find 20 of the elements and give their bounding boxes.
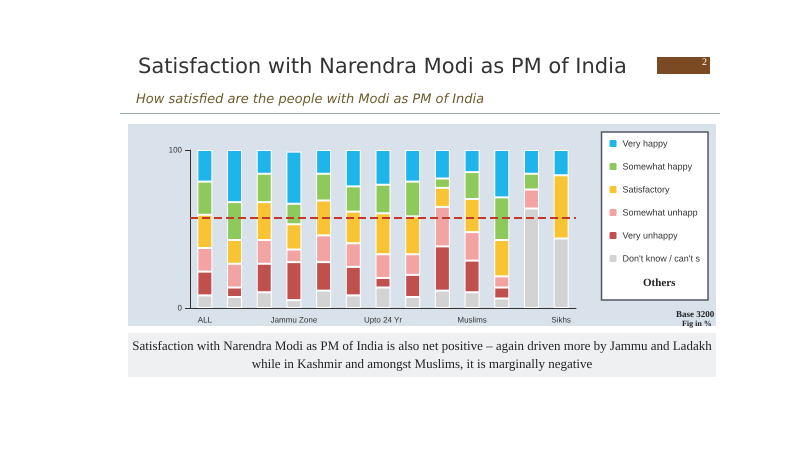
chart-subtitle: How satisfied are the people with Modi as PM of India xyxy=(136,92,484,107)
chart-title: Satisfaction with Narendra Modi as PM of India xyxy=(138,54,627,78)
legend-label: Satisfactory xyxy=(622,184,670,194)
x-tick-label: ALL xyxy=(198,316,213,324)
text: Others xyxy=(643,277,676,289)
legend-label: Very unhappy xyxy=(622,230,678,240)
legend-label: Very happy xyxy=(622,138,668,148)
text: Satisfaction with Narendra Modi as PM of India is also net positive – again driven more by Jammu and Ladakh while in Kashmir and amongst Muslims, it is marginally negative xyxy=(128,333,716,377)
x-tick-label: Jammu Zone xyxy=(270,316,318,324)
x-tick-label: Sikhs xyxy=(551,316,571,324)
y-tick-label: 100 xyxy=(168,146,183,154)
text: Base 3200 xyxy=(676,309,714,319)
text: 2 xyxy=(657,57,710,74)
legend-label: Somewhat unhapp xyxy=(622,208,698,218)
legend-label: Somewhat happy xyxy=(622,162,693,172)
text: Fig in % xyxy=(682,319,712,328)
x-tick-label: Upto 24 Yr xyxy=(364,316,402,324)
x-tick-label: Muslims xyxy=(457,316,487,324)
y-tick-label: 0 xyxy=(178,304,183,312)
legend-label: Don't know / can't s xyxy=(622,254,700,264)
